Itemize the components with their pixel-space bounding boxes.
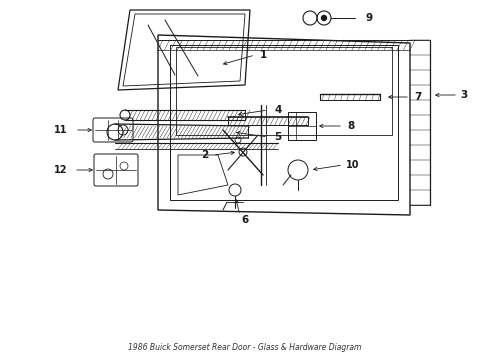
Text: 2: 2 xyxy=(201,150,209,160)
Text: 4: 4 xyxy=(274,105,282,115)
Text: 7: 7 xyxy=(415,92,422,102)
Text: 12: 12 xyxy=(54,165,68,175)
Text: 11: 11 xyxy=(54,125,68,135)
Circle shape xyxy=(321,15,326,21)
Text: 1: 1 xyxy=(259,50,267,60)
Text: 1986 Buick Somerset Rear Door - Glass & Hardware Diagram: 1986 Buick Somerset Rear Door - Glass & … xyxy=(128,343,362,352)
Text: 9: 9 xyxy=(365,13,372,23)
Text: 6: 6 xyxy=(242,215,248,225)
Text: 8: 8 xyxy=(347,121,355,131)
Text: 10: 10 xyxy=(346,160,360,170)
Bar xyxy=(288,112,316,140)
Text: 3: 3 xyxy=(461,90,467,100)
Text: 5: 5 xyxy=(274,132,282,142)
